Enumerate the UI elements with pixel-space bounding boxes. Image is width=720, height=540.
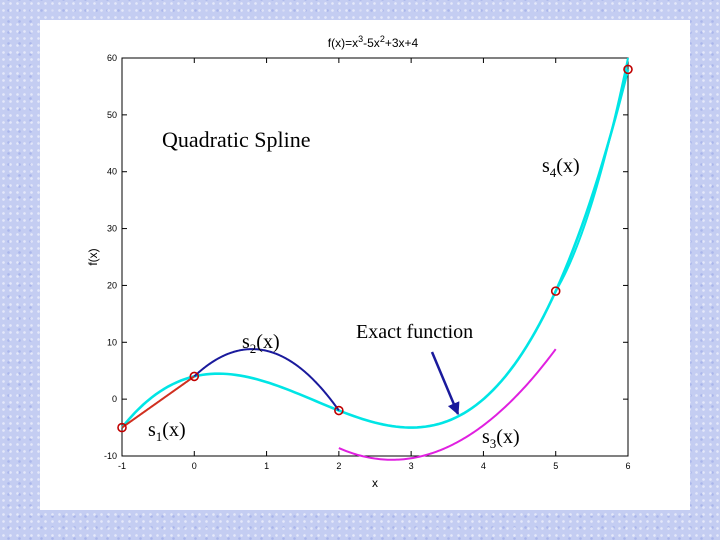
- y-tick-label: 60: [107, 53, 117, 63]
- quadratic-spline-label: Quadratic Spline: [162, 127, 310, 152]
- s3-label: s3(x): [482, 426, 520, 451]
- curves-layer: [120, 57, 630, 461]
- x-tick-label: -1: [118, 461, 126, 471]
- series-line-s4: [554, 57, 629, 292]
- x-tick-label: 5: [553, 461, 558, 471]
- knot-point: [550, 286, 561, 296]
- series-line-s3: [338, 348, 557, 461]
- s1-label: s1(x): [148, 419, 186, 444]
- slide-panel: f(x)=x3-5x2+3x+4 -1 0 1 2 3 4 5 6 -10 0 10 20 30 40 50…: [40, 20, 690, 510]
- x-tick-label: 1: [264, 461, 269, 471]
- s2-label: s2(x): [242, 331, 280, 356]
- chart-figure: f(x)=x3-5x2+3x+4 -1 0 1 2 3 4 5 6-1001020304050…: [86, 34, 633, 490]
- series-line-s2: [193, 348, 340, 412]
- knot-point: [334, 405, 344, 416]
- knot-point: [623, 64, 633, 75]
- x-tick-label: 3: [409, 461, 414, 471]
- x-tick-label: 2: [336, 461, 341, 471]
- s4-label: s4(x): [542, 155, 580, 180]
- y-tick-label: 20: [107, 280, 117, 290]
- exact-function-label: Exact function: [356, 321, 473, 343]
- knots-layer: [117, 64, 633, 433]
- y-tick-label: 0: [112, 394, 117, 404]
- x-axis-label: x: [372, 476, 378, 490]
- y-axis-label: f(x): [86, 248, 100, 265]
- y-tick-label: 30: [107, 224, 117, 234]
- y-tick-label: -10: [104, 451, 117, 461]
- y-tick-label: 40: [107, 167, 117, 177]
- plot-frame: [121, 57, 629, 457]
- exact-function-arrow: [430, 351, 460, 416]
- knot-point: [117, 422, 127, 433]
- chart-title: f(x)=x3-5x2+3x+4: [328, 34, 419, 50]
- x-tick-label: 4: [481, 461, 486, 471]
- y-tick-label: 50: [107, 110, 117, 120]
- x-tick-label: 6: [625, 461, 630, 471]
- series-line-s1: [121, 375, 195, 429]
- y-tick-label: 10: [107, 337, 117, 347]
- x-tick-label: 0: [192, 461, 197, 471]
- knot-point: [189, 371, 200, 382]
- series-line-exact: [120, 69, 630, 429]
